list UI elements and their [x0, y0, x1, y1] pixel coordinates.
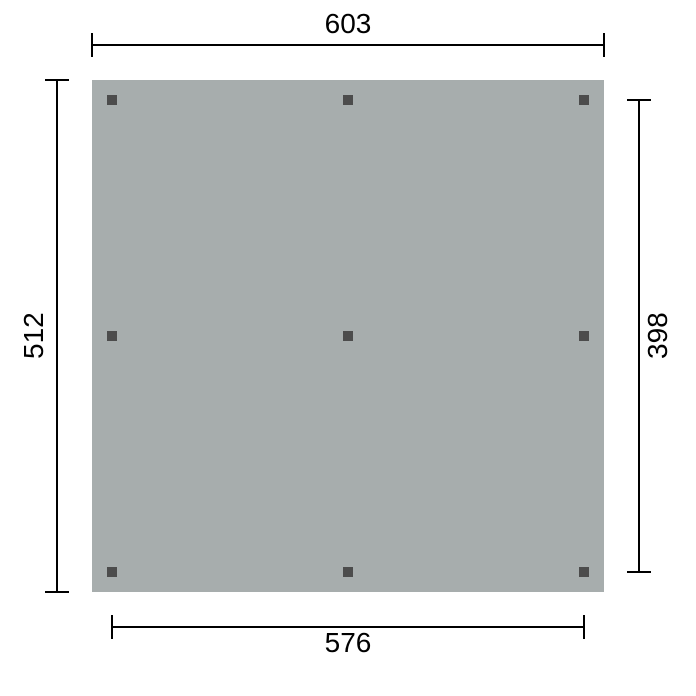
dimension-line	[56, 80, 58, 592]
dimension-line	[638, 100, 640, 572]
post-marker	[343, 331, 353, 341]
dimension-tick	[627, 99, 651, 101]
dimension-tick	[45, 79, 69, 81]
dimension-label: 603	[308, 8, 388, 40]
post-marker	[579, 567, 589, 577]
dimension-tick	[583, 615, 585, 639]
dimension-tick	[603, 33, 605, 57]
post-marker	[343, 95, 353, 105]
post-marker	[343, 567, 353, 577]
dimension-label: 398	[644, 296, 672, 376]
dimension-tick	[627, 571, 651, 573]
post-marker	[579, 331, 589, 341]
dimension-line	[92, 44, 604, 46]
post-marker	[107, 567, 117, 577]
post-marker	[107, 95, 117, 105]
dimension-tick	[45, 591, 69, 593]
post-marker	[579, 95, 589, 105]
post-marker	[107, 331, 117, 341]
drawing-canvas: 603 576 512 398	[0, 0, 696, 696]
dimension-tick	[111, 615, 113, 639]
dimension-label: 512	[20, 296, 48, 376]
dimension-tick	[91, 33, 93, 57]
dimension-label: 576	[308, 627, 388, 659]
